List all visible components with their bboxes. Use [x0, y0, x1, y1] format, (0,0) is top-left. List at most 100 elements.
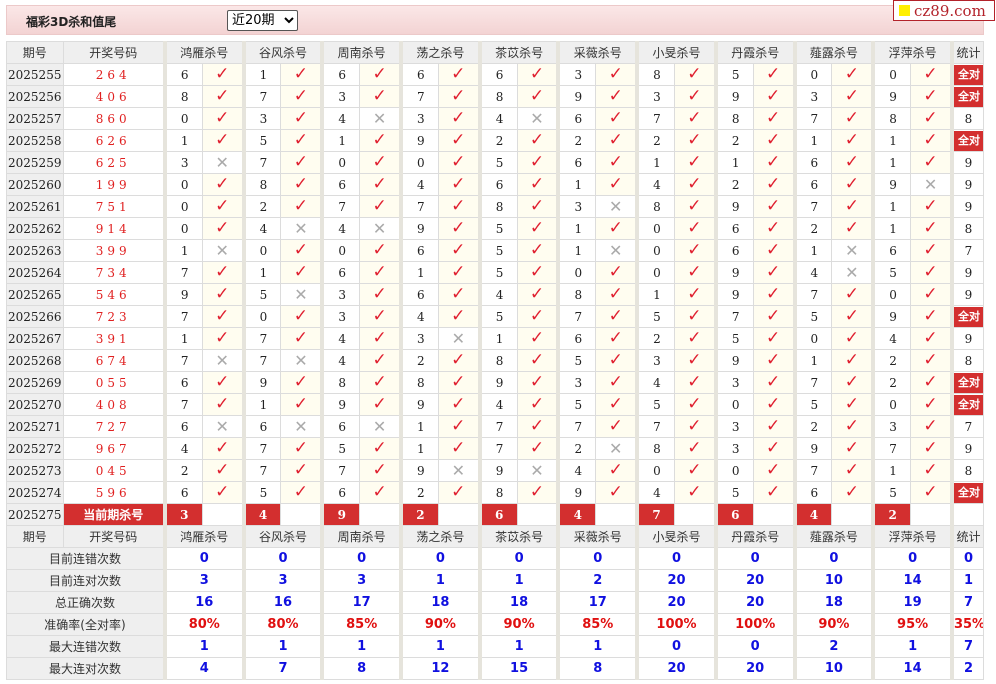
kill-number: 2: [162, 459, 203, 482]
kill-number: 3: [320, 305, 361, 328]
current-kill-number: 3: [162, 503, 203, 526]
check-icon: ✓: [831, 481, 874, 504]
kill-number: 2: [713, 129, 754, 152]
kill-number: 7: [713, 305, 754, 328]
stat-cell: 全对: [949, 371, 984, 394]
draw-number: 045: [62, 459, 166, 482]
check-icon: ✓: [437, 371, 481, 394]
col-expert: 谷风杀号: [241, 525, 323, 548]
kill-number: 3: [241, 107, 282, 130]
kill-number: 5: [556, 349, 597, 372]
stats-value: 10: [792, 657, 874, 680]
check-icon: ✓: [359, 195, 402, 218]
stat-cell: 全对: [949, 129, 984, 152]
check-icon: ✓: [673, 305, 717, 328]
check-icon: ✓: [280, 129, 323, 152]
kill-number: 1: [713, 151, 754, 174]
stats-value: 3: [320, 569, 402, 592]
check-icon: ✓: [831, 415, 874, 438]
stats-row: 目前连对次数 3 3 3 1 1 2 20 20 10 14 1: [5, 569, 984, 592]
cross-icon: ✕: [280, 217, 323, 240]
stat-cell: 7: [949, 415, 984, 438]
check-icon: ✓: [752, 415, 796, 438]
check-icon: ✓: [516, 327, 559, 350]
kill-number: 2: [477, 129, 518, 152]
check-icon: ✓: [437, 195, 481, 218]
kill-number: 5: [871, 261, 912, 284]
col-expert: 薤露杀号: [792, 41, 874, 64]
kill-number: 4: [241, 217, 282, 240]
stats-value: 90%: [792, 613, 874, 636]
stats-value: 0: [477, 547, 559, 570]
draw-number: 546: [62, 283, 166, 306]
cross-icon: ✕: [595, 437, 638, 460]
stat-cell: 9: [949, 173, 984, 196]
table-row: 2025257 860 0 ✓ 3 ✓ 4 ✕ 3 ✓ 4 ✕ 6 ✓ 7 ✓ 8 ✓ 7 ✓ 8 ✓ 8: [6, 107, 984, 130]
kill-number: 9: [713, 283, 754, 306]
kill-number: 2: [556, 129, 597, 152]
col-expert: 浮萍杀号: [871, 525, 953, 548]
kill-number: 7: [792, 107, 833, 130]
period-cell: 2025266: [6, 305, 64, 328]
empty-cell: [359, 503, 402, 526]
period-range-select[interactable]: 近20期: [227, 10, 298, 31]
kill-number: 9: [399, 393, 439, 416]
draw-number: 199: [62, 173, 166, 196]
stats-value: 20: [713, 569, 796, 592]
kill-number: 5: [477, 261, 518, 284]
current-kill-number: 2: [871, 503, 912, 526]
kill-number: 0: [635, 239, 675, 262]
current-kill-number: 6: [713, 503, 754, 526]
stats-label: 最大连错次数: [5, 635, 166, 658]
check-icon: ✓: [201, 459, 245, 482]
kill-number: 1: [399, 437, 439, 460]
kill-number: 2: [399, 349, 439, 372]
logo-text: cz89.com: [914, 1, 986, 20]
stats-value: 2: [949, 657, 984, 680]
stats-value: 90%: [399, 613, 481, 636]
check-icon: ✓: [910, 371, 953, 394]
empty-cell: [516, 503, 559, 526]
current-kill-number: 4: [241, 503, 282, 526]
col-expert: 谷风杀号: [241, 41, 323, 64]
check-icon: ✓: [359, 239, 402, 262]
kill-number: 5: [320, 437, 361, 460]
cross-icon: ✕: [359, 107, 402, 130]
kill-number: 0: [162, 173, 203, 196]
period-cell: 2025275: [6, 503, 64, 526]
kill-number: 9: [713, 349, 754, 372]
check-icon: ✓: [359, 349, 402, 372]
kill-number: 6: [399, 239, 439, 262]
check-icon: ✓: [910, 305, 953, 328]
kill-number: 3: [556, 371, 597, 394]
table-row: 2025270 408 7 ✓ 1 ✓ 9 ✓ 9 ✓ 4 ✓ 5 ✓ 5 ✓ 0 ✓ 5 ✓ 0 ✓ 全对: [6, 393, 984, 416]
cross-icon: ✕: [831, 261, 874, 284]
kill-number: 6: [162, 63, 203, 86]
stats-value: 16: [162, 591, 245, 614]
check-icon: ✓: [595, 63, 638, 86]
check-icon: ✓: [752, 393, 796, 416]
table-row: 2025256 406 8 ✓ 7 ✓ 3 ✓ 7 ✓ 8 ✓ 9 ✓ 3 ✓ 9 ✓ 3 ✓ 9 ✓ 全对: [6, 85, 984, 108]
check-icon: ✓: [437, 481, 481, 504]
check-icon: ✓: [752, 195, 796, 218]
correct-count: 8: [964, 353, 973, 368]
stats-value: 85%: [556, 613, 638, 636]
stats-value: 1: [556, 635, 638, 658]
kill-number: 9: [713, 195, 754, 218]
period-cell: 2025272: [6, 437, 64, 460]
site-logo[interactable]: cz89.com: [893, 0, 995, 21]
check-icon: ✓: [752, 129, 796, 152]
kill-number: 7: [792, 459, 833, 482]
check-icon: ✓: [752, 63, 796, 86]
stats-value: 8: [556, 657, 638, 680]
kill-number: 8: [635, 437, 675, 460]
draw-number: 723: [62, 305, 166, 328]
stats-value: 17: [556, 591, 638, 614]
check-icon: ✓: [280, 195, 323, 218]
kill-number: 8: [477, 85, 518, 108]
kill-number: 7: [556, 305, 597, 328]
kill-number: 5: [635, 393, 675, 416]
empty-cell: [201, 503, 245, 526]
check-icon: ✓: [831, 349, 874, 372]
kill-number: 5: [635, 305, 675, 328]
